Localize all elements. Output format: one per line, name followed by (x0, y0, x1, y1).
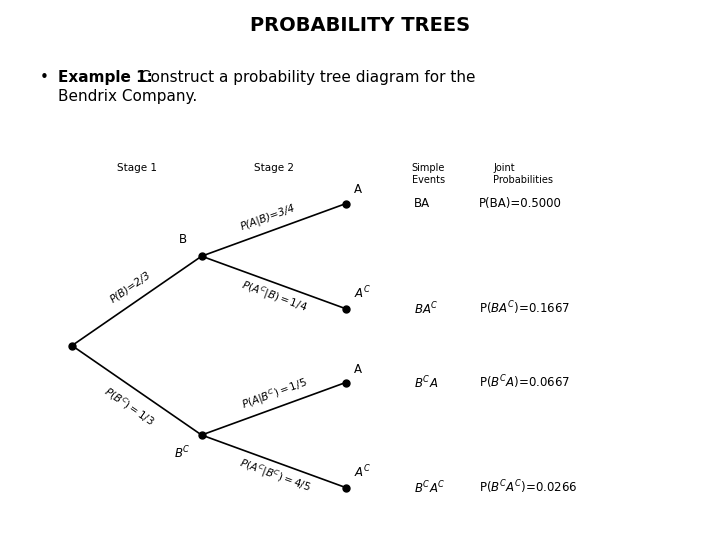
Text: Simple
Events: Simple Events (412, 163, 445, 185)
Text: $P(A|B^C)=1/5$: $P(A|B^C)=1/5$ (240, 374, 310, 413)
Text: Stage 2: Stage 2 (253, 163, 294, 173)
Text: BA: BA (414, 197, 430, 210)
Text: Bendrix Company.: Bendrix Company. (58, 89, 197, 104)
Text: A: A (354, 362, 362, 375)
Text: A: A (354, 183, 362, 196)
Text: Example 1:: Example 1: (58, 70, 153, 85)
Text: Joint
Probabilities: Joint Probabilities (493, 163, 553, 185)
Text: $P(A^C|B^C)=4/5$: $P(A^C|B^C)=4/5$ (237, 455, 312, 496)
Text: $P(B^C)=1/3$: $P(B^C)=1/3$ (101, 383, 157, 429)
Text: $BA^C$: $BA^C$ (414, 300, 438, 317)
Text: P($B^CA$)=0.0667: P($B^CA$)=0.0667 (479, 374, 570, 391)
Text: P($B^CA^C$)=0.0266: P($B^CA^C$)=0.0266 (479, 479, 577, 496)
Text: P($BA^C$)=0.1667: P($BA^C$)=0.1667 (479, 300, 570, 318)
Text: P(A|B)=3/4: P(A|B)=3/4 (239, 202, 297, 232)
Text: •: • (40, 70, 48, 85)
Text: $P(A^C|B)=1/4$: $P(A^C|B)=1/4$ (239, 278, 310, 316)
Text: Construct a probability tree diagram for the: Construct a probability tree diagram for… (140, 70, 476, 85)
Text: B: B (179, 233, 187, 246)
Text: $A^C$: $A^C$ (354, 285, 372, 302)
Text: P(B)=2/3: P(B)=2/3 (108, 269, 153, 305)
Text: Stage 1: Stage 1 (117, 163, 157, 173)
Text: $B^C$: $B^C$ (174, 445, 191, 461)
Text: $B^CA$: $B^CA$ (414, 374, 438, 391)
Text: $B^CA^C$: $B^CA^C$ (414, 479, 446, 496)
Text: P(BA)=0.5000: P(BA)=0.5000 (479, 197, 562, 210)
Text: $A^C$: $A^C$ (354, 464, 372, 481)
Text: PROBABILITY TREES: PROBABILITY TREES (250, 16, 470, 35)
